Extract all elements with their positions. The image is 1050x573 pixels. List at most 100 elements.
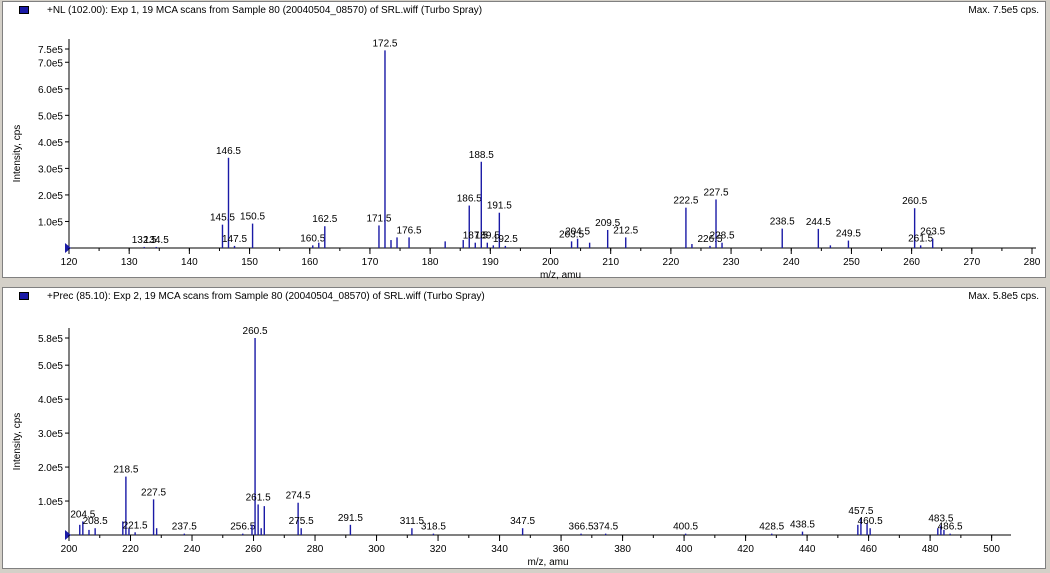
peak-label: 191.5	[487, 201, 512, 212]
x-tick-label: 220	[122, 544, 139, 555]
peak-label: 160.5	[300, 233, 325, 244]
x-tick-label: 380	[614, 544, 631, 555]
peak-label: 221.5	[123, 520, 148, 531]
peak-label: 460.5	[858, 516, 883, 527]
peak-label: 188.5	[469, 150, 494, 161]
panel-title: +NL (102.00): Exp 1, 19 MCA scans from S…	[47, 5, 483, 16]
x-tick-label: 140	[181, 257, 198, 268]
x-tick-label: 480	[922, 544, 939, 555]
spectrum-panel-nl: +NL (102.00): Exp 1, 19 MCA scans from S…	[2, 1, 1047, 281]
peak-label: 145.5	[210, 213, 235, 224]
y-tick-label: 7.5e5	[38, 45, 63, 56]
x-axis-title: m/z, amu	[540, 270, 581, 281]
spectrum-panel-prec: +Prec (85.10): Exp 2, 19 MCA scans from …	[2, 287, 1046, 569]
peak-label: 209.5	[595, 218, 620, 229]
peak-label: 291.5	[338, 513, 363, 524]
peak-label: 204.5	[70, 509, 95, 520]
x-tick-label: 280	[1024, 257, 1041, 268]
x-tick-label: 440	[799, 544, 816, 555]
x-tick-label: 210	[602, 257, 619, 268]
x-tick-label: 280	[307, 544, 324, 555]
peak-label: 374.5	[593, 522, 618, 533]
peak-label: 260.5	[902, 196, 927, 207]
y-tick-label: 5.0e5	[38, 361, 63, 372]
x-tick-label: 240	[783, 257, 800, 268]
peak-label: 212.5	[613, 225, 638, 236]
x-tick-label: 230	[723, 257, 740, 268]
peak-label: 249.5	[836, 229, 861, 240]
peak-label: 366.5	[569, 522, 594, 533]
x-tick-label: 200	[61, 544, 78, 555]
y-axis-title: Intensity, cps	[12, 413, 23, 471]
peak-label: 192.5	[493, 234, 518, 245]
peak-label: 261.5	[908, 233, 933, 244]
y-tick-label: 1.0e5	[38, 217, 63, 228]
peak-label: 222.5	[673, 196, 698, 207]
peak-label: 132.5	[132, 235, 157, 246]
peak-label: 428.5	[759, 522, 784, 533]
peak-label: 263.5	[920, 227, 945, 238]
peak-label: 227.5	[141, 487, 166, 498]
x-tick-label: 150	[241, 257, 258, 268]
x-tick-label: 400	[676, 544, 693, 555]
y-axis-title: Intensity, cps	[12, 125, 23, 183]
panel-header: +NL (102.00): Exp 1, 19 MCA scans from S…	[3, 2, 1045, 20]
peak-label: 227.5	[704, 187, 729, 198]
peak-label: 146.5	[216, 146, 241, 157]
max-intensity-label: Max. 7.5e5 cps.	[968, 5, 1039, 16]
peak-label: 347.5	[510, 516, 535, 527]
x-tick-label: 360	[553, 544, 570, 555]
peak-label: 203.5	[559, 229, 584, 240]
peak-label: 134.5	[144, 235, 169, 246]
series-color-marker[interactable]	[19, 292, 29, 300]
spectrum-chart-nl[interactable]: 120 130 140 150 160 170 180 190 200 210 220 230 240 2…	[3, 2, 1047, 281]
x-tick-label: 320	[430, 544, 447, 555]
x-tick-label: 240	[184, 544, 201, 555]
x-tick-label: 270	[963, 257, 980, 268]
peak-label: 486.5	[938, 522, 963, 533]
peak-label: 162.5	[312, 214, 337, 225]
y-tick-label: 4.0e5	[38, 395, 63, 406]
peak-label: 256.5	[230, 522, 255, 533]
panel-title: +Prec (85.10): Exp 2, 19 MCA scans from …	[47, 291, 485, 302]
x-tick-label: 300	[368, 544, 385, 555]
origin-marker[interactable]	[65, 530, 71, 540]
peak-label: 457.5	[848, 506, 873, 517]
y-tick-label: 3.0e5	[38, 429, 63, 440]
y-tick-label: 1.0e5	[38, 497, 63, 508]
peak-label: 238.5	[770, 217, 795, 228]
peak-label: 483.5	[928, 513, 953, 524]
x-tick-label: 250	[843, 257, 860, 268]
peak-label: 244.5	[806, 217, 831, 228]
peak-label: 187.5	[463, 231, 488, 242]
x-tick-label: 500	[983, 544, 1000, 555]
peak-label: 311.5	[400, 516, 425, 527]
x-tick-label: 160	[301, 257, 318, 268]
x-tick-label: 130	[121, 257, 138, 268]
y-tick-label: 6.0e5	[38, 85, 63, 96]
origin-marker[interactable]	[65, 243, 71, 253]
peak-label: 261.5	[246, 492, 271, 503]
spectrum-chart-prec[interactable]: 200 220 240 260 280 300 320 340 360 380 400 420 440 4…	[3, 288, 1047, 570]
peak-label: 176.5	[397, 225, 422, 236]
peak-label: 171.5	[366, 213, 391, 224]
y-tick-label: 4.0e5	[38, 138, 63, 149]
panel-header: +Prec (85.10): Exp 2, 19 MCA scans from …	[3, 288, 1045, 306]
max-intensity-label: Max. 5.8e5 cps.	[968, 291, 1039, 302]
peak-label: 204.5	[565, 227, 590, 238]
peak-label: 218.5	[113, 465, 138, 476]
series-color-marker[interactable]	[19, 6, 29, 14]
peak-label: 189.5	[475, 231, 500, 242]
y-tick-label: 2.0e5	[38, 463, 63, 474]
peak-label: 150.5	[240, 212, 265, 223]
x-tick-label: 200	[542, 257, 559, 268]
peak-label: 237.5	[172, 522, 197, 533]
peak-label: 147.5	[222, 234, 247, 245]
y-tick-label: 5.8e5	[38, 334, 63, 345]
x-tick-label: 260	[903, 257, 920, 268]
y-tick-label: 7.0e5	[38, 58, 63, 69]
peak-label: 226.5	[697, 234, 722, 245]
peak-label: 172.5	[372, 38, 397, 49]
y-tick-label: 3.0e5	[38, 164, 63, 175]
peak-label: 275.5	[289, 516, 314, 527]
